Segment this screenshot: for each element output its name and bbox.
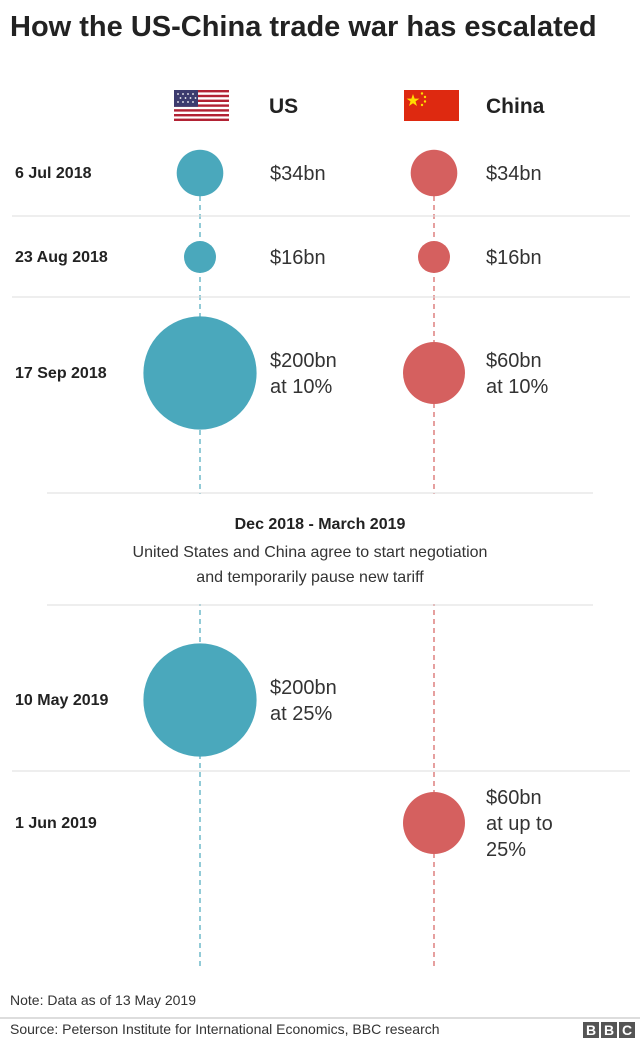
timeline-rows: 6 Jul 2018 $34bn $34bn 23 Aug 2018 $16bn $16b… xyxy=(15,149,553,861)
china-tariff-label: $16bn xyxy=(486,247,542,269)
row-separators xyxy=(12,215,630,772)
us-tariff-bubble xyxy=(176,149,224,197)
us-flag-icon xyxy=(174,90,229,121)
us-tariff-label: at 25% xyxy=(270,703,332,725)
note-text: Note: Data as of 13 May 2019 xyxy=(10,992,196,1008)
us-column-header: US xyxy=(269,95,298,118)
us-tariff-label: $200bn xyxy=(270,350,337,372)
pause-text-line-2: and temporarily pause new tariff xyxy=(196,569,424,586)
china-tariff-label: 25% xyxy=(486,839,526,861)
pause-text-line-1: United States and China agree to start n… xyxy=(133,544,488,561)
us-tariff-label: at 10% xyxy=(270,376,332,398)
row-date-label: 6 Jul 2018 xyxy=(15,165,92,182)
us-tariff-label: $16bn xyxy=(270,247,326,269)
bbc-logo-letter: C xyxy=(622,1022,632,1038)
china-flag-icon xyxy=(404,90,459,121)
china-tariff-label: at 10% xyxy=(486,376,548,398)
china-tariff-label: $60bn xyxy=(486,350,542,372)
china-tariff-label: $60bn xyxy=(486,787,542,809)
row-date-label: 17 Sep 2018 xyxy=(15,365,107,382)
row-date-label: 1 Jun 2019 xyxy=(15,815,97,832)
china-tariff-label: at up to xyxy=(486,813,553,835)
bbc-logo-letter: B xyxy=(604,1022,614,1038)
bbc-logo-letter: B xyxy=(586,1022,596,1038)
us-tariff-label: $34bn xyxy=(270,163,326,185)
chart-title: How the US-China trade war has escalated xyxy=(10,11,597,43)
row-date-label: 23 Aug 2018 xyxy=(15,249,108,266)
us-tariff-bubble xyxy=(143,316,257,430)
china-tariff-bubble xyxy=(403,792,465,854)
us-tariff-bubble xyxy=(143,643,257,757)
us-tariff-bubble xyxy=(184,241,216,273)
pause-panel xyxy=(40,494,600,604)
us-tariff-label: $200bn xyxy=(270,677,337,699)
china-tariff-bubble xyxy=(418,241,450,273)
pause-heading: Dec 2018 - March 2019 xyxy=(235,516,406,533)
row-date-label: 10 May 2019 xyxy=(15,692,109,709)
china-tariff-bubble xyxy=(403,342,465,404)
bbc-logo-icon: B B C xyxy=(583,1022,635,1038)
china-column-header: China xyxy=(486,95,545,118)
china-tariff-label: $34bn xyxy=(486,163,542,185)
china-tariff-bubble xyxy=(410,149,458,197)
source-text: Source: Peterson Institute for Internati… xyxy=(10,1021,440,1037)
